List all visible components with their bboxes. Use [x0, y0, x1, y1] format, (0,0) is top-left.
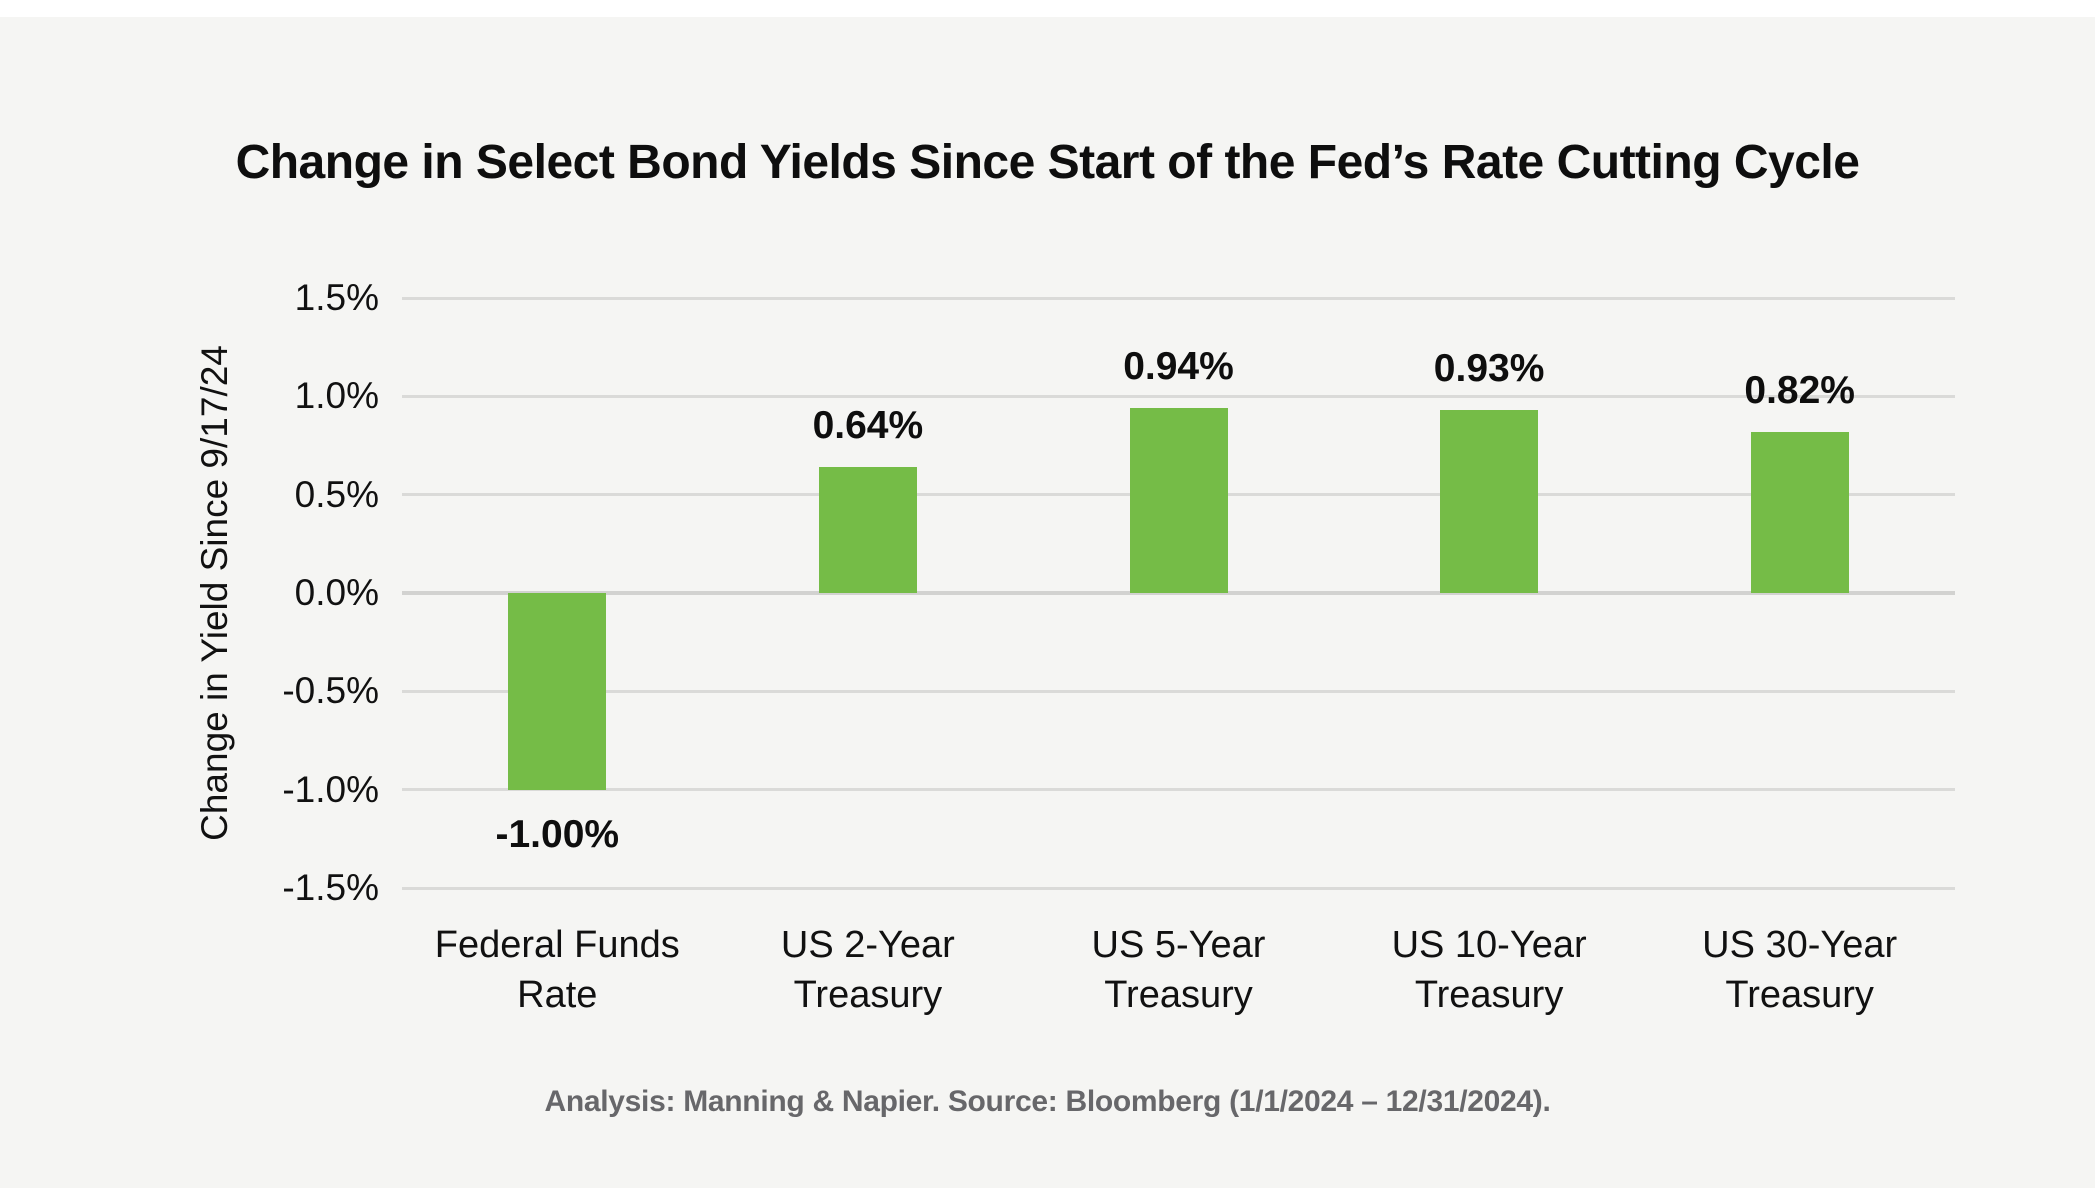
bar-column: -1.00% [402, 298, 712, 888]
bar-2 [818, 467, 917, 593]
x-axis-category-label: US 30-Year Treasury [1702, 924, 1898, 1016]
bar-value-label: 0.94% [1123, 345, 1234, 389]
bar-value-label: 0.82% [1744, 368, 1855, 412]
bar-column: 0.94% [1024, 298, 1334, 888]
bar-3 [1129, 408, 1228, 593]
bar-chart-plot-area: Change in Yield Since 9/17/24 1.5% 1.0% 0.… [194, 277, 1955, 908]
gridline [402, 689, 1955, 693]
bar-5 [1750, 431, 1849, 593]
y-tick-label: 1.0% [294, 375, 379, 417]
bar-value-label: -1.00% [495, 812, 620, 856]
chart-panel: Change in Select Bond Yields Since Start… [0, 17, 2095, 1188]
bar-4 [1440, 410, 1539, 593]
source-note: Analysis: Manning & Napier. Source: Bloo… [544, 1085, 1551, 1118]
bar-column: 0.93% [1334, 298, 1644, 888]
x-axis-category-label: US 10-Year Treasury [1391, 924, 1587, 1016]
x-axis-category-label: US 2-Year Treasury [780, 924, 955, 1016]
y-tick-label: -1.0% [282, 768, 379, 810]
zero-gridline [402, 591, 1955, 595]
y-tick-label: 1.5% [294, 277, 379, 318]
gridline [402, 788, 1955, 792]
y-tick-label: 0.0% [294, 572, 379, 613]
gridline [402, 886, 1955, 890]
y-tick-label: 0.5% [294, 473, 379, 515]
x-axis-category-label: US 5-Year Treasury [1091, 924, 1266, 1016]
bar-1 [508, 593, 607, 790]
gridline [402, 394, 1955, 398]
bar-column: 0.82% [1645, 298, 1955, 888]
bar-column: 0.64% [713, 298, 1023, 888]
bar-value-label: 0.64% [812, 404, 924, 448]
chart-title: Change in Select Bond Yields Since Start… [235, 136, 1860, 189]
y-tick-label: -0.5% [282, 670, 379, 712]
gridline [402, 296, 1955, 300]
bar-value-label: 0.93% [1433, 347, 1545, 391]
y-tick-label: -1.5% [282, 867, 379, 908]
x-axis-category-label: Federal Funds Rate [434, 924, 680, 1016]
